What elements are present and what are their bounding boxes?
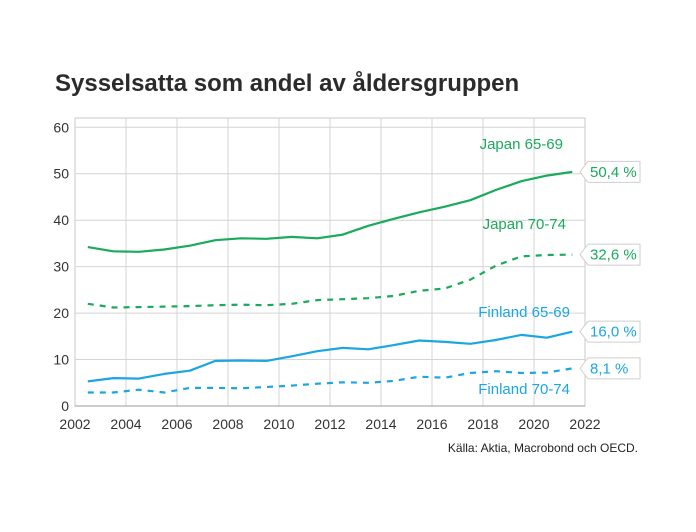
grid bbox=[74, 117, 586, 407]
x-tick-label: 2018 bbox=[467, 416, 498, 432]
y-tick-label: 50 bbox=[53, 166, 69, 182]
series-name-japan-70-74: Japan 70-74 bbox=[483, 216, 566, 233]
x-tick-label: 2016 bbox=[416, 416, 447, 432]
end-value-box bbox=[579, 320, 641, 343]
y-tick-label: 0 bbox=[61, 398, 69, 414]
y-tick-label: 60 bbox=[53, 119, 69, 135]
x-tick-label: 2008 bbox=[212, 416, 243, 432]
series-line-japan-65-69 bbox=[87, 170, 573, 253]
x-tick-label: 2012 bbox=[314, 416, 345, 432]
axes: 2002 2004 2006 2008 2010 2012 2014 2016 2018 2020… bbox=[53, 119, 600, 432]
end-value-box bbox=[579, 160, 641, 183]
series-name-finland-70-74: Finland 70-74 bbox=[478, 381, 570, 398]
end-value-finland-70-74: 8,1 % bbox=[590, 360, 628, 377]
x-tick-label: 2014 bbox=[365, 416, 396, 432]
end-value-japan-65-69: 50,4 % bbox=[590, 164, 637, 181]
y-tick-label: 30 bbox=[53, 259, 69, 275]
series-line-finland-70-74 bbox=[87, 367, 573, 394]
end-value-finland-65-69: 16,0 % bbox=[590, 324, 637, 341]
x-tick-label: 2006 bbox=[161, 416, 192, 432]
series-labels: Japan 65-69 50,4 % Japan 70-74 32,6 % Finlan… bbox=[478, 136, 641, 398]
end-value-box bbox=[579, 243, 641, 266]
series-line-finland-65-69 bbox=[87, 330, 573, 383]
end-value-box bbox=[579, 357, 641, 380]
chart-title: Sysselsatta som andel av åldersgruppen bbox=[55, 70, 520, 97]
end-value-japan-70-74: 32,6 % bbox=[590, 247, 637, 264]
x-tick-label: 2010 bbox=[263, 416, 294, 432]
x-tick-label: 2002 bbox=[59, 416, 90, 432]
y-tick-label: 10 bbox=[53, 352, 69, 368]
x-tick-label: 2020 bbox=[518, 416, 549, 432]
series-name-finland-65-69: Finland 65-69 bbox=[478, 304, 570, 321]
y-tick-label: 40 bbox=[53, 212, 69, 228]
x-tick-label: 2004 bbox=[110, 416, 141, 432]
series-name-japan-65-69: Japan 65-69 bbox=[480, 136, 563, 153]
source-note: Källa: Aktia, Macrobond och OECD. bbox=[447, 441, 638, 455]
x-tick-label: 2022 bbox=[569, 416, 600, 432]
series-line-japan-70-74 bbox=[87, 253, 573, 309]
series-lines bbox=[87, 170, 573, 394]
y-tick-label: 20 bbox=[53, 305, 69, 321]
